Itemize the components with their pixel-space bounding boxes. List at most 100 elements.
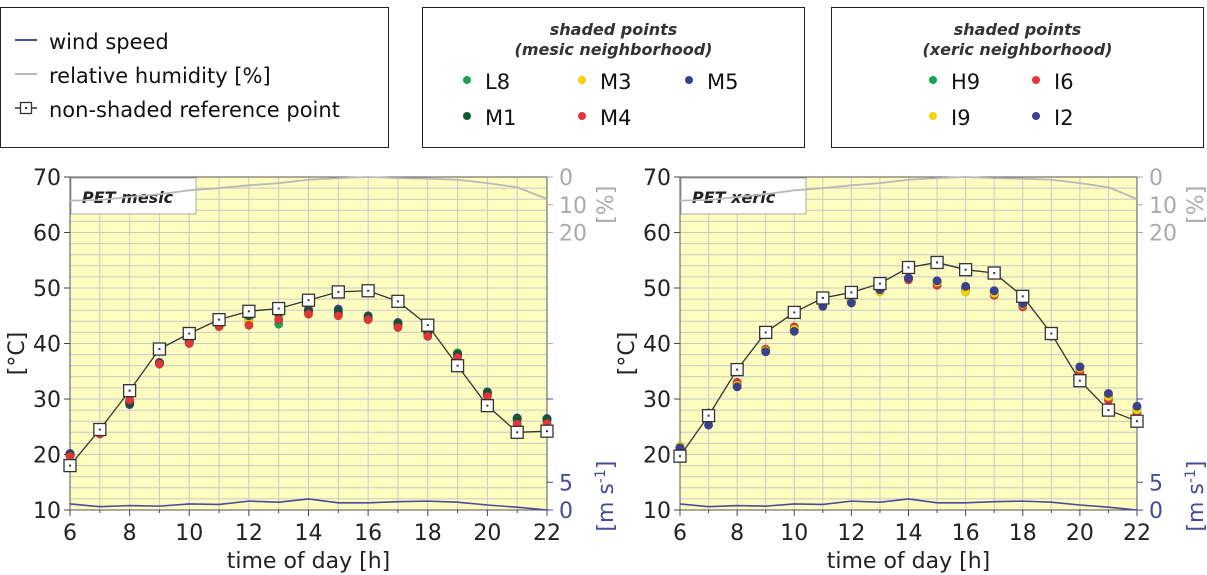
point-I2	[961, 281, 971, 291]
y-tick-label: 70	[643, 166, 671, 191]
point-M4	[274, 315, 284, 325]
y-tick-label: 60	[33, 222, 61, 247]
reference-marker-dot	[367, 289, 370, 292]
humidity-tick-label: 20	[559, 222, 587, 247]
humidity-axis-label: [%]	[594, 186, 619, 224]
humidity-tick-label: 0	[1149, 166, 1163, 191]
reference-marker-dot	[426, 324, 429, 327]
point-I2	[1132, 401, 1142, 411]
legend-label-I2: I2	[1054, 106, 1074, 130]
y-tick-label: 40	[33, 333, 61, 358]
point-M4	[423, 331, 433, 341]
legend-item-relative-humidity: relative humidity [%]	[15, 64, 271, 88]
humidity-tick-label: 10	[1149, 194, 1177, 219]
point-I2	[732, 382, 742, 392]
humidity-tick-label: 20	[1149, 222, 1177, 247]
point-M4	[363, 315, 373, 325]
reference-marker-dot	[878, 282, 881, 285]
x-tick-label: 8	[730, 521, 744, 546]
reference-marker-dot	[307, 299, 310, 302]
reference-marker-dot	[850, 291, 853, 294]
dot-I2	[1032, 112, 1040, 120]
point-I2	[1103, 388, 1113, 399]
reference-marker-dot	[964, 268, 967, 271]
x-tick-label: 22	[1123, 521, 1151, 546]
legend-label-M1: M1	[485, 106, 517, 130]
reference-marker-dot	[1050, 332, 1053, 335]
dot-M3	[578, 76, 586, 84]
y-tick-label: 10	[643, 499, 671, 524]
dot-M5	[685, 76, 693, 84]
mesic-legend-title-1: shaded points	[549, 20, 678, 39]
legend-item-I6: I6	[1032, 70, 1074, 94]
y-tick-label: 30	[643, 388, 671, 413]
x-tick-label: 6	[63, 521, 77, 546]
legend-item-M5: M5	[685, 70, 738, 94]
legend-item-reference-point: non-shaded reference point	[15, 98, 340, 122]
point-I2	[903, 273, 914, 283]
mesic-legend: shaded points (mesic neighborhood) L8 M3…	[422, 7, 805, 148]
wind-unit-exponent: -1	[1183, 469, 1199, 483]
wind-axis-label: [m s-1]	[593, 461, 619, 532]
x-tick-label: 12	[837, 521, 865, 546]
x-axis-label: time of day [h]	[827, 549, 990, 574]
point-M4	[184, 338, 194, 349]
legend-label-I6: I6	[1054, 70, 1074, 94]
reference-marker-dot	[247, 310, 250, 313]
dot-M4	[578, 112, 586, 120]
reference-marker-dot	[679, 455, 681, 458]
legend-item-L8: L8	[463, 70, 510, 94]
wind-tick-label: 0	[559, 499, 573, 524]
reference-marker-dot	[1107, 409, 1110, 412]
legend-item-wind-speed: wind speed	[15, 30, 169, 54]
reference-marker-dot	[128, 389, 131, 392]
wind-tick-label: 5	[1149, 471, 1163, 496]
legend-item-I2: I2	[1032, 106, 1074, 130]
reference-marker-dot	[993, 272, 996, 275]
reference-marker-dot	[1078, 379, 1081, 382]
dot-H9	[929, 76, 937, 84]
y-tick-label: 20	[643, 444, 671, 469]
point-M4	[333, 311, 343, 321]
reference-marker-dot	[793, 311, 796, 314]
dot-M1	[463, 112, 471, 120]
y-tick-label: 60	[643, 222, 671, 247]
wind-unit-exponent: -1	[593, 469, 609, 483]
legend-label-wind-speed: wind speed	[49, 30, 169, 54]
wind-line	[69, 498, 548, 511]
y-axis-label: [°C]	[5, 332, 30, 376]
x-axis-label: time of day [h]	[227, 549, 390, 574]
legend-label-H9: H9	[951, 70, 981, 94]
dot-I6	[1032, 76, 1040, 84]
legend-item-H9: H9	[929, 70, 980, 94]
point-M4	[244, 320, 254, 330]
dot-I9	[929, 112, 937, 120]
y-tick-label: 30	[33, 388, 61, 413]
line-legend: wind speed relative humidity [%] non-sha…	[0, 7, 389, 148]
wind-line	[679, 498, 1138, 511]
x-tick-label: 14	[295, 521, 323, 546]
x-tick-label: 20	[473, 521, 501, 546]
humidity-tick-label: 0	[559, 166, 573, 191]
x-tick-label: 20	[1066, 521, 1094, 546]
reference-marker-dot	[218, 318, 221, 321]
wind-tick-label: 5	[559, 471, 573, 496]
legend-item-M1: M1	[463, 106, 516, 130]
xeric-legend: shaded points (xeric neighborhood) H9 I6…	[831, 7, 1204, 148]
legend-label-relative-humidity: relative humidity [%]	[49, 64, 271, 88]
point-M4	[154, 359, 164, 369]
x-tick-label: 10	[175, 521, 203, 546]
legend-item-M4: M4	[578, 106, 631, 130]
mesic-legend-title-2: (mesic neighborhood)	[514, 40, 713, 59]
reference-marker-dot	[456, 364, 459, 367]
reference-marker-dot	[764, 331, 767, 334]
y-tick-label: 70	[33, 166, 61, 191]
reference-marker-dot	[1136, 420, 1138, 423]
reference-marker-dot	[486, 404, 489, 407]
point-M4	[393, 322, 403, 332]
y-tick-label: 50	[643, 277, 671, 302]
wind-axis-label: [m s-1]	[1183, 461, 1207, 532]
x-tick-label: 18	[1009, 521, 1037, 546]
